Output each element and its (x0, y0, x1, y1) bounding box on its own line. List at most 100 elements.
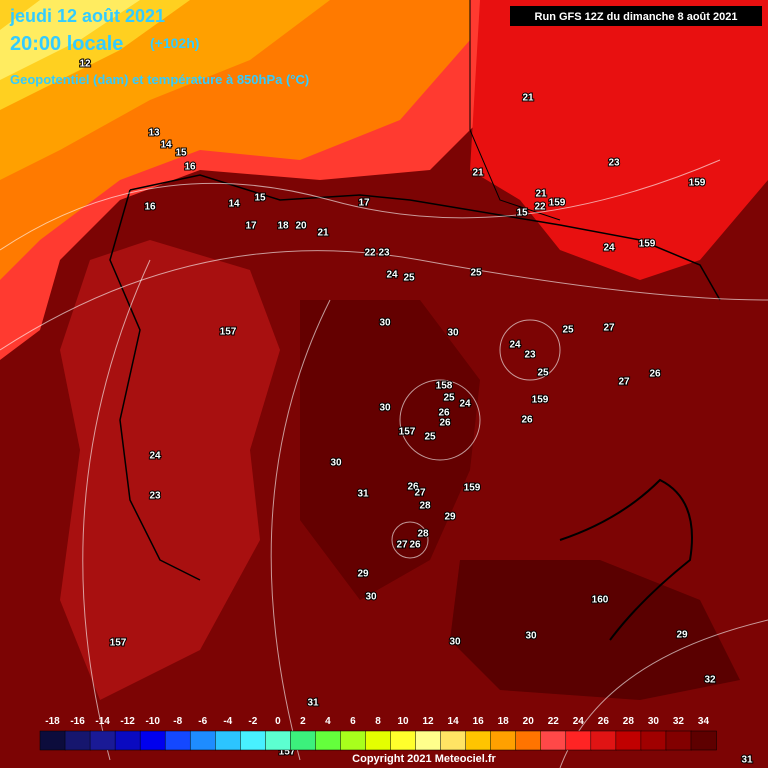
colorbar-swatch (189, 730, 217, 751)
contour-label: 30 (330, 458, 342, 469)
contour-label: 26 (649, 369, 661, 380)
contour-label: 31 (741, 755, 753, 766)
coastline (129, 174, 721, 301)
contour-label: 28 (419, 501, 431, 512)
colorbar-label: 10 (397, 716, 409, 727)
contour-label: 27 (603, 323, 615, 334)
colorbar-label: 22 (548, 716, 560, 727)
contour-label: 25 (443, 393, 455, 404)
colorbar-swatch (89, 730, 116, 751)
colorbar-swatch (215, 730, 242, 751)
contour-label: 26 (409, 540, 421, 551)
contour-label: 29 (444, 512, 456, 523)
run-box (510, 6, 762, 26)
contour-label: 26 (438, 408, 450, 419)
contour-label: 27 (414, 488, 426, 499)
contour-label: 25 (403, 273, 415, 284)
contour-label: 21 (472, 168, 484, 179)
colorbar: -18 -16 -14 -12 -10 -8 -6 -4 -2 0 2 4 6 8 10 12 14 16 18 20… (39, 716, 717, 751)
contour-label: 15 (175, 148, 187, 159)
colorbar-label: 6 (350, 716, 356, 727)
contour-label: 24 (459, 399, 471, 410)
contour-label: 16 (184, 162, 196, 173)
colorbar-label: 24 (573, 716, 585, 727)
colorbar-label: -16 (70, 716, 85, 727)
colorbar-label: 0 (275, 716, 281, 727)
contour-label: 26 (407, 482, 419, 493)
contour-label: 21 (317, 228, 329, 239)
contour-label: 25 (562, 325, 574, 336)
contour-label: 32 (704, 675, 716, 686)
contour-label: 157 (220, 327, 237, 338)
colorbar-swatch (640, 730, 667, 751)
colorbar-label: -2 (248, 716, 257, 727)
colorbar-label: 30 (648, 716, 660, 727)
colorbar-label: -8 (173, 716, 182, 727)
contour-label: 23 (608, 158, 620, 169)
contour-label: 23 (524, 350, 536, 361)
contour-label: 24 (386, 270, 398, 281)
date: jeudi 12 août 2021 (9, 6, 165, 26)
contour-label: 25 (424, 432, 436, 443)
colorbar-swatch (240, 730, 267, 751)
colorbar-label: -4 (223, 716, 232, 727)
contour-label: 160 (592, 595, 609, 606)
colorbar-label: 20 (523, 716, 535, 727)
contour-label: 26 (521, 415, 533, 426)
contour-label: 30 (379, 403, 391, 414)
colorbar-swatch (415, 730, 442, 751)
coastline (559, 478, 693, 641)
colorbar-swatch (390, 730, 417, 751)
contour-label: 22 (364, 248, 376, 259)
contour-label: 29 (357, 569, 369, 580)
contour-label: 31 (307, 698, 319, 709)
colorbar-swatch (315, 730, 342, 751)
colorbar-swatch (565, 730, 592, 751)
contour-label: 15 (254, 193, 266, 204)
colorbar-label: 4 (325, 716, 331, 727)
contour-label: 14 (228, 199, 240, 210)
colorbar-label: -10 (145, 716, 160, 727)
colorbar-swatch (515, 730, 542, 751)
coastline (469, 0, 561, 221)
zone-hot-south (450, 560, 740, 700)
colorbar-swatch (114, 730, 141, 751)
contour-label: 24 (149, 451, 161, 462)
colorbar-label: 16 (473, 716, 485, 727)
colorbar-swatch (365, 730, 392, 751)
contour-label: 20 (295, 221, 307, 232)
contour-label: 15 (516, 208, 528, 219)
colorbar-swatch (615, 730, 642, 751)
contour-label: 23 (149, 491, 161, 502)
colorbar-swatch (139, 730, 166, 751)
colorbar-label: 2 (300, 716, 306, 727)
contours (0, 159, 768, 769)
colorbar-swatch (490, 730, 517, 751)
colorbar-swatch (340, 730, 367, 751)
time: 20:00 locale (10, 33, 123, 55)
contour-label: 17 (358, 198, 370, 209)
contour-label: 29 (676, 630, 688, 641)
contour-label: 158 (436, 381, 453, 392)
colorbar-swatch (665, 730, 692, 751)
contour-label: 25 (537, 368, 549, 379)
contour-label: 16 (144, 202, 156, 213)
zone-red-east (470, 0, 768, 280)
colorbar-label: 12 (423, 716, 435, 727)
colorbar-swatch (164, 730, 191, 751)
contour-label: 159 (549, 198, 566, 209)
contour-label: 27 (396, 540, 408, 551)
contour-label: 24 (509, 340, 521, 351)
colorbar-swatch (590, 730, 617, 751)
copyright: Copyright 2021 Meteociel.fr (352, 753, 496, 765)
contour-label: 159 (464, 483, 481, 494)
contour-label: 30 (447, 328, 459, 339)
run: Run GFS 12Z du dimanche 8 août 2021 (535, 11, 738, 23)
contour-label: 30 (365, 592, 377, 603)
colorbar-swatch (64, 730, 91, 751)
contour-label: 31 (357, 489, 369, 500)
colorbar-label: -12 (120, 716, 135, 727)
colorbar-label: -18 (45, 716, 60, 727)
